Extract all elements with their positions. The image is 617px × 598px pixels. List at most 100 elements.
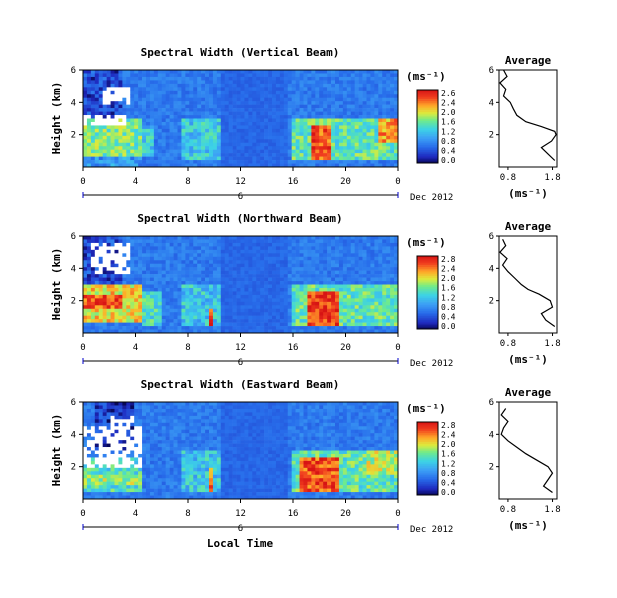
heatmap-cell [173,326,178,330]
heatmap-cell [102,263,107,268]
heatmap-cell [295,260,300,265]
heatmap-cell [264,115,269,119]
heatmap-cell [240,121,245,126]
heatmap-cell [354,308,359,313]
heatmap-cell [201,118,206,123]
heatmap-cell [358,294,363,299]
heatmap-cell [114,135,119,140]
heatmap-cell [260,160,265,164]
heatmap-cell [272,163,277,168]
heatmap-cell [98,436,103,441]
x-tick-label: 12 [235,177,246,187]
heatmap-cell [315,312,320,316]
heatmap-cell [185,132,190,137]
heatmap-cell [212,274,218,278]
heatmap-cell [394,104,399,109]
heatmap-cell [201,322,206,327]
heatmap-cell [374,305,379,310]
heatmap-cell [327,76,332,81]
heatmap-cell [390,301,395,306]
heatmap-cell [134,108,139,112]
heatmap-cell [134,76,139,81]
heatmap-cell [248,267,253,271]
heatmap-cell [394,135,399,140]
heatmap-cell [224,239,229,244]
heatmap-cell [291,128,296,133]
heatmap-cell [142,274,147,278]
heatmap-cell [346,315,352,320]
heatmap-cell [209,118,214,123]
heatmap-cell [138,153,143,157]
heatmap-cell [386,274,391,278]
heatmap-cell [342,253,348,258]
heatmap-cell [126,76,131,81]
heatmap-cell [354,319,359,323]
heatmap-cell [307,111,312,116]
colorbar-swatch [417,268,438,271]
heatmap-cell [169,256,174,261]
heatmap-cell [94,97,100,102]
heatmap-cell [149,139,155,144]
heatmap-cell [201,76,206,81]
heatmap-cell [193,76,198,81]
heatmap-cell [86,118,92,123]
heatmap-cell [264,287,269,292]
heatmap-cell [102,471,107,476]
heatmap-cell [232,274,237,278]
heatmap-cell [338,101,344,105]
heatmap-cell [114,132,119,137]
heatmap-cell [264,253,269,258]
heatmap-cell [153,70,159,74]
heatmap-cell [189,301,194,306]
heatmap-cell [299,294,304,299]
heatmap-cell [83,436,88,441]
heatmap-cell [323,294,328,299]
heatmap-cell [307,326,312,330]
heatmap-cell [275,319,281,323]
heatmap-cell [130,83,135,88]
heatmap-cell [386,267,391,271]
heatmap-cell [228,270,233,275]
heatmap-cell [358,156,363,161]
heatmap-cell [248,118,253,123]
heatmap-cell [122,485,127,489]
heatmap-cell [181,287,186,292]
heatmap-cell [106,281,111,285]
heatmap-cell [130,326,135,330]
heatmap-cell [338,125,344,130]
heatmap-cell [346,256,352,261]
heatmap-cell [126,412,131,417]
heatmap-cell [146,135,151,140]
heatmap-cell [102,83,107,88]
heatmap-cell [232,260,237,265]
heatmap-cell [138,239,143,244]
heatmap-cell [142,142,147,147]
heatmap-cell [244,90,249,95]
heatmap-cell [311,97,316,102]
heatmap-cell [161,322,166,327]
heatmap-cell [102,128,107,133]
heatmap-cell [236,301,241,306]
heatmap-cell [149,70,155,74]
heatmap-cell [173,115,178,119]
heatmap-cell [161,294,166,299]
heatmap-cell [102,94,107,99]
heatmap-cell [331,160,336,164]
heatmap-cell [264,104,269,109]
heatmap-cell [94,298,100,303]
heatmap-cell [86,443,92,448]
heatmap-cell [295,94,300,99]
heatmap-cell [110,256,115,261]
heatmap-cell [386,305,391,310]
x-tick-label: 8 [185,343,190,353]
heatmap-cell [224,156,229,161]
heatmap-cell [181,312,186,316]
heatmap-cell [165,156,170,161]
heatmap-cell [260,315,265,320]
heatmap-cell [248,128,253,133]
heatmap-cell [193,249,198,254]
heatmap-cell [370,70,375,74]
heatmap-cell [236,253,241,258]
heatmap-cell [315,160,320,164]
heatmap-cell [279,108,285,112]
